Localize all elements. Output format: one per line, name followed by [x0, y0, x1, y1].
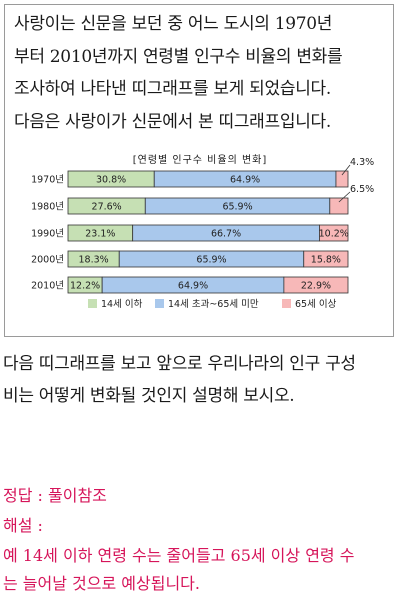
year-label: 1980년 — [31, 202, 64, 213]
data-label: 22.9% — [301, 281, 331, 292]
legend-label: 14세 초과~65세 미만 — [168, 299, 259, 310]
data-label: 10.2% — [319, 229, 349, 240]
explanation-line: 는 늘어날 것으로 예상됩니다. — [3, 574, 200, 593]
band-segment — [329, 197, 349, 215]
intro-line: 다음은 사랑이가 신문에서 본 띠그래프입니다. — [14, 111, 331, 132]
leader-line — [341, 164, 351, 176]
question-text: 다음 띠그래프를 보고 앞으로 우리나라의 인구 구성 비는 어떻게 변화될 것… — [3, 348, 397, 412]
band-segment — [335, 170, 349, 188]
band-segment — [303, 250, 349, 268]
data-label: 12.2% — [70, 281, 100, 292]
chart-title: [연령별 인구수 비율의 변화] — [132, 155, 268, 166]
year-label: 2010년 — [31, 281, 64, 292]
data-label: 6.5% — [350, 184, 374, 195]
question-line: 다음 띠그래프를 보고 앞으로 우리나라의 인구 구성 — [3, 354, 356, 374]
legend-swatch — [88, 299, 97, 308]
leader-line — [338, 191, 351, 203]
explanation-line: 예 14세 이하 연령 수는 줄어들고 65세 이상 연령 수 — [3, 546, 355, 565]
data-label: 18.3% — [79, 255, 109, 266]
data-label: 65.9% — [222, 202, 252, 213]
intro-line: 부터 2010년까지 연령별 인구수 비율의 변화를 — [14, 46, 343, 67]
data-label: 66.7% — [211, 229, 241, 240]
data-label: 27.6% — [92, 202, 122, 213]
year-label: 2000년 — [31, 255, 64, 266]
year-label: 1990년 — [31, 229, 64, 240]
intro-line: 조사하여 나타낸 띠그래프를 보게 되었습니다. — [14, 79, 331, 99]
data-label: 64.9% — [178, 281, 208, 292]
data-label: 4.3% — [350, 157, 374, 168]
problem-box — [4, 4, 394, 337]
intro-line: 사랑이는 신문을 보던 중 어느 도시의 1970년 — [14, 14, 333, 34]
question-line: 비는 어떻게 변화될 것인지 설명해 보시오. — [3, 386, 295, 406]
legend-label: 14세 이하 — [101, 298, 143, 310]
data-label: 23.1% — [85, 229, 115, 240]
legend-swatch — [155, 299, 164, 308]
year-label: 1970년 — [31, 175, 64, 186]
data-label: 65.9% — [196, 255, 226, 266]
band-graph: 1970년 30.8% 64.9% 4.3% 1980년 27.6% 65.9% 6.5% 19… — [31, 157, 374, 310]
intro-text: 사랑이는 신문을 보던 중 어느 도시의 1970년 부터 2010년까지 연령… — [14, 8, 386, 138]
data-label: 64.9% — [230, 175, 260, 186]
data-label: 30.8% — [96, 175, 126, 186]
legend-label: 65세 이상 — [295, 299, 337, 310]
band-segment — [283, 276, 349, 294]
data-label: 15.8% — [311, 255, 341, 266]
legend-swatch — [282, 299, 291, 308]
answer-label: 정답 : 풀이참조 — [3, 486, 107, 505]
band-segment — [319, 224, 349, 242]
explanation-label: 해설 : — [3, 516, 43, 535]
